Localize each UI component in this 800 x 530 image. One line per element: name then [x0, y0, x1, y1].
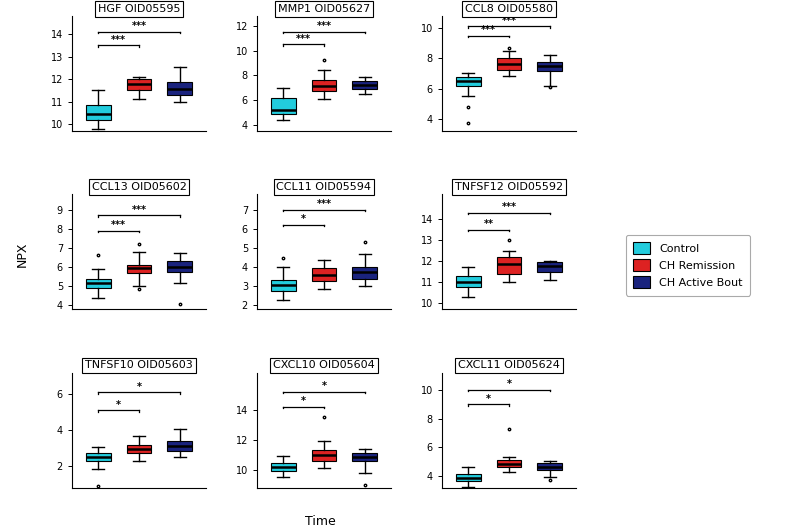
Text: Time: Time: [305, 515, 335, 528]
PathPatch shape: [456, 474, 481, 481]
Text: ***: ***: [317, 199, 331, 209]
PathPatch shape: [538, 463, 562, 470]
Text: ***: ***: [296, 34, 311, 44]
Text: ***: ***: [131, 205, 146, 215]
PathPatch shape: [86, 279, 110, 288]
Title: CXCL10 OID05604: CXCL10 OID05604: [273, 360, 375, 370]
Text: ***: ***: [111, 34, 126, 45]
PathPatch shape: [167, 261, 192, 272]
PathPatch shape: [312, 80, 336, 91]
Text: *: *: [322, 382, 326, 391]
Title: CCL8 OID05580: CCL8 OID05580: [465, 4, 553, 14]
PathPatch shape: [271, 463, 295, 471]
Text: ***: ***: [111, 220, 126, 230]
PathPatch shape: [456, 276, 481, 287]
PathPatch shape: [497, 58, 521, 70]
Text: ***: ***: [131, 21, 146, 31]
PathPatch shape: [127, 265, 151, 273]
PathPatch shape: [353, 81, 377, 89]
Text: *: *: [301, 214, 306, 224]
Title: CXCL11 OID05624: CXCL11 OID05624: [458, 360, 560, 370]
PathPatch shape: [312, 268, 336, 280]
PathPatch shape: [86, 105, 110, 120]
Text: NPX: NPX: [16, 242, 29, 267]
PathPatch shape: [538, 62, 562, 71]
Text: *: *: [137, 382, 142, 392]
PathPatch shape: [538, 262, 562, 271]
Title: CCL11 OID05594: CCL11 OID05594: [277, 182, 371, 192]
Title: MMP1 OID05627: MMP1 OID05627: [278, 4, 370, 14]
PathPatch shape: [167, 83, 192, 95]
Title: TNFSF12 OID05592: TNFSF12 OID05592: [455, 182, 563, 192]
Legend: Control, CH Remission, CH Active Bout: Control, CH Remission, CH Active Bout: [626, 234, 750, 296]
Text: *: *: [116, 400, 122, 410]
PathPatch shape: [167, 441, 192, 450]
PathPatch shape: [271, 98, 295, 113]
Text: ***: ***: [481, 25, 496, 35]
PathPatch shape: [127, 445, 151, 454]
Title: CCL13 OID05602: CCL13 OID05602: [91, 182, 186, 192]
Text: *: *: [301, 396, 306, 407]
PathPatch shape: [271, 279, 295, 291]
Title: TNFSF10 OID05603: TNFSF10 OID05603: [85, 360, 193, 370]
Text: ***: ***: [502, 16, 517, 26]
Text: ***: ***: [502, 202, 517, 213]
PathPatch shape: [353, 267, 377, 279]
PathPatch shape: [497, 460, 521, 467]
Text: *: *: [486, 394, 491, 404]
Text: ***: ***: [317, 21, 331, 31]
PathPatch shape: [456, 77, 481, 85]
PathPatch shape: [86, 454, 110, 461]
PathPatch shape: [127, 79, 151, 90]
PathPatch shape: [312, 450, 336, 461]
PathPatch shape: [497, 257, 521, 273]
Text: *: *: [506, 379, 511, 389]
PathPatch shape: [353, 453, 377, 462]
Title: HGF OID05595: HGF OID05595: [98, 4, 180, 14]
Text: **: **: [484, 219, 494, 229]
